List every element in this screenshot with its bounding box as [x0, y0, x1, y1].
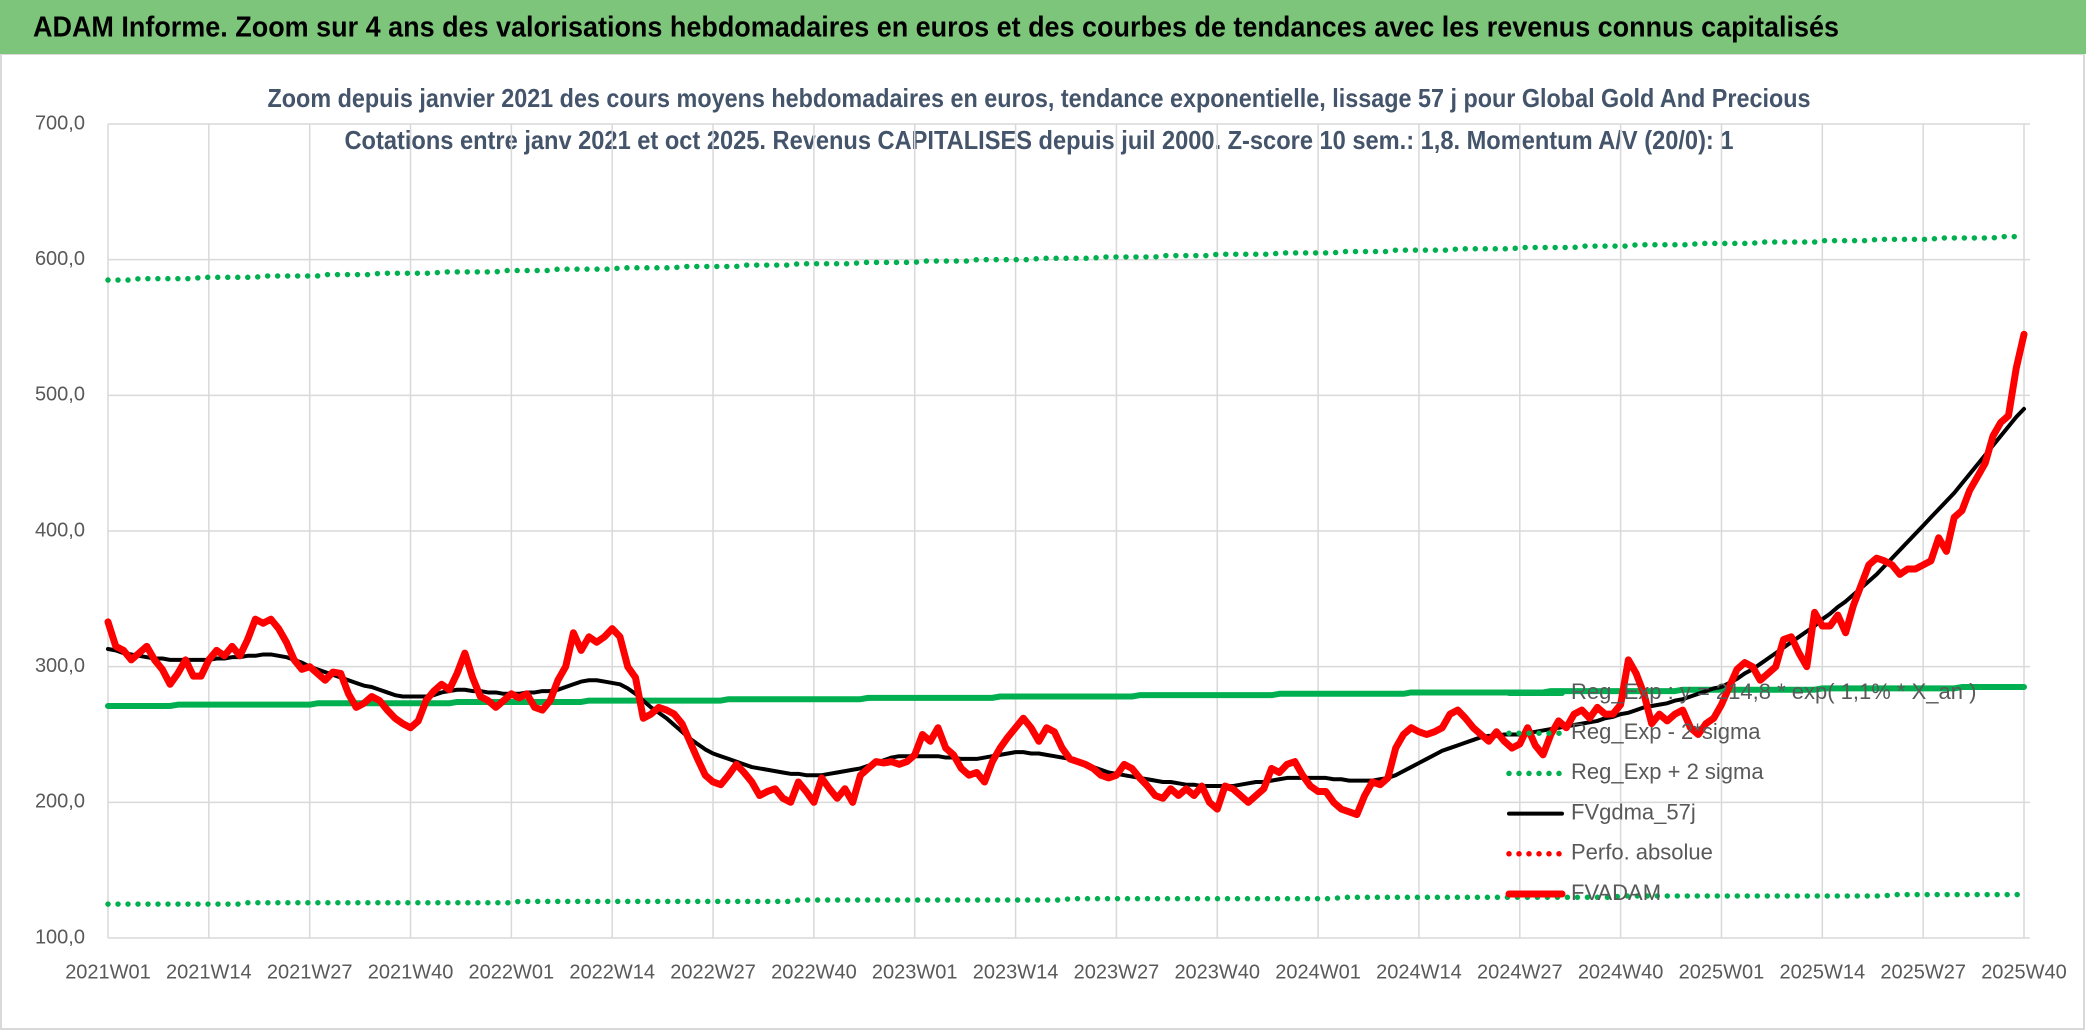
x-tick-label: 2023W27: [1074, 961, 1160, 983]
plot-area: 100,0 200,0 300,0 400,0 500,0 600,0 700,0 2021W…: [35, 112, 2067, 983]
x-tick-label: 2025W40: [1981, 961, 2067, 983]
x-tick-label: 2023W40: [1174, 961, 1260, 983]
x-tick-label: 2024W27: [1477, 961, 1563, 983]
legend-label: Reg_Exp + 2 sigma: [1571, 759, 1764, 784]
x-tick-label: 2025W14: [1780, 961, 1866, 983]
chart-title: ADAM Informe. Zoom sur 4 ans des valoris…: [33, 12, 1839, 44]
x-tick-label: 2022W14: [569, 961, 655, 983]
legend: Reg_Exp : y = 214,8 * exp( 1,1% * X_an )…: [1505, 679, 1976, 905]
chart-subtitle: Zoom depuis janvier 2021 des cours moyen…: [268, 83, 1811, 113]
header-banner: [0, 0, 2086, 54]
x-tick-label: 2021W27: [267, 961, 353, 983]
x-tick-label: 2024W01: [1275, 961, 1361, 983]
y-tick-label: 300,0: [35, 655, 85, 677]
legend-label: Reg_Exp - 2*sigma: [1571, 719, 1761, 744]
x-tick-label: 2022W40: [771, 961, 857, 983]
y-tick-label: 700,0: [35, 112, 85, 134]
legend-label: Reg_Exp : y = 214,8 * exp( 1,1% * X_an ): [1571, 679, 1976, 704]
x-tick-label: 2021W01: [65, 961, 151, 983]
y-tick-label: 500,0: [35, 384, 85, 406]
y-tick-label: 400,0: [35, 519, 85, 541]
x-tick-label: 2024W14: [1376, 961, 1462, 983]
x-tick-label: 2023W01: [872, 961, 958, 983]
x-tick-label: 2022W01: [469, 961, 555, 983]
legend-label: Perfo. absolue: [1571, 840, 1713, 865]
x-tick-label: 2022W27: [670, 961, 756, 983]
series-line: [105, 233, 2027, 283]
legend-label: FVgdma_57j: [1571, 799, 1696, 824]
chart-subtitle: Cotations entre janv 2021 et oct 2025. R…: [345, 125, 1734, 155]
y-tick-label: 200,0: [35, 791, 85, 813]
x-tick-label: 2023W14: [973, 961, 1059, 983]
x-tick-label: 2025W27: [1880, 961, 1966, 983]
x-tick-label: 2025W01: [1679, 961, 1765, 983]
x-tick-label: 2024W40: [1578, 961, 1664, 983]
legend-label: FVADAM: [1571, 880, 1661, 905]
y-tick-label: 100,0: [35, 926, 85, 948]
series-line: [104, 330, 2028, 819]
x-tick-label: 2021W14: [166, 961, 252, 983]
y-tick-label: 600,0: [35, 248, 85, 270]
series-line: [105, 891, 2027, 907]
x-tick-label: 2021W40: [368, 961, 454, 983]
